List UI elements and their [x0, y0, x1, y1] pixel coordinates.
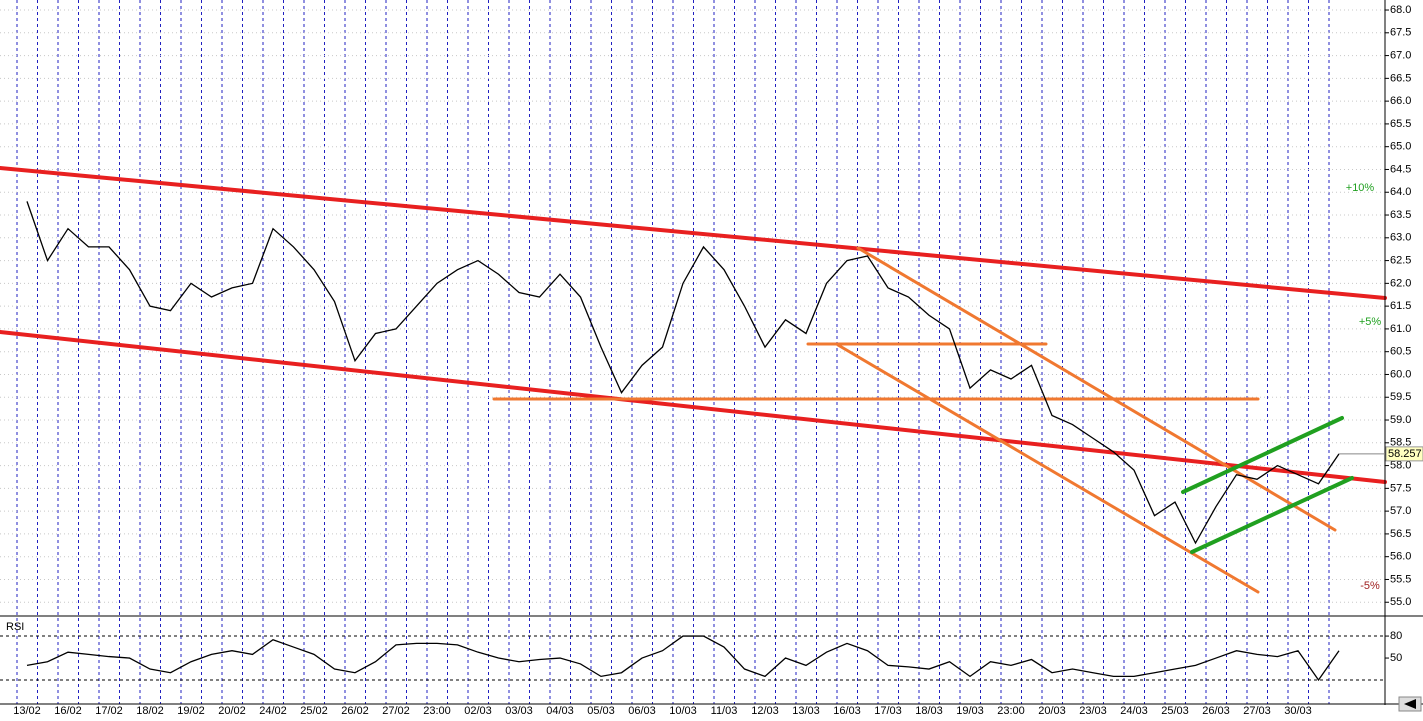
y-tick-label: 55.0: [1390, 596, 1411, 608]
y-tick-label: 56.5: [1390, 528, 1411, 540]
x-tick-label: 25/03: [1161, 705, 1189, 717]
trendline: [1181, 416, 1344, 494]
y-tick-label: 60.0: [1390, 368, 1411, 380]
scroll-arrow: [1404, 699, 1416, 709]
last-value-label: 58.257: [1388, 448, 1422, 460]
x-tick-label: 26/02: [341, 705, 369, 717]
x-tick-label: 11/03: [711, 705, 738, 717]
y-tick-label: 63.0: [1390, 232, 1411, 244]
price-line: [26, 201, 1340, 545]
y-tick-label: 58.5: [1390, 437, 1411, 449]
y-tick-label: 66.0: [1390, 95, 1411, 107]
x-tick-label: 17/03: [874, 705, 902, 717]
y-tick-label: 59.5: [1390, 391, 1411, 403]
y-tick-label: 62.5: [1390, 254, 1411, 266]
y-tick-label: 64.5: [1390, 163, 1411, 175]
y-tick-label: 57.5: [1390, 482, 1411, 494]
x-tick-label: 02/03: [464, 705, 492, 717]
y-tick-label: 57.0: [1390, 505, 1411, 517]
x-tick-label: 10/03: [669, 705, 697, 717]
annotation: -5%: [1360, 580, 1380, 592]
x-tick-label: 23:00: [997, 705, 1025, 717]
trendline: [1190, 476, 1354, 554]
x-tick-label: 27/03: [1243, 705, 1271, 717]
x-tick-label: 18/02: [136, 705, 164, 717]
y-tick-label: 65.5: [1390, 118, 1411, 130]
trendline: [0, 166, 1387, 300]
y-tick-label: 61.5: [1390, 300, 1411, 312]
y-tick-label: 56.0: [1390, 551, 1411, 563]
x-tick-label: 20/03: [1038, 705, 1066, 717]
annotation: +5%: [1359, 316, 1382, 328]
trendline: [836, 343, 1260, 594]
trendline: [856, 246, 1337, 532]
y-tick-label: 63.5: [1390, 209, 1411, 221]
annotation: +10%: [1346, 182, 1375, 194]
x-tick-label: 06/03: [628, 705, 656, 717]
x-tick-label: 12/03: [751, 705, 779, 717]
y-tick-label: 50: [1390, 652, 1402, 664]
y-tick-label: 59.0: [1390, 414, 1411, 426]
price-line: [26, 635, 1340, 682]
x-tick-label: 16/03: [833, 705, 861, 717]
x-tick-label: 23:00: [423, 705, 451, 717]
grid: [0, 0, 1385, 704]
x-tick-label: 13/02: [13, 705, 41, 717]
y-tick-label: 67.0: [1390, 49, 1411, 61]
x-tick-label: 19/02: [177, 705, 205, 717]
y-tick-label: 55.5: [1390, 573, 1411, 585]
y-tick-label: 58.0: [1390, 459, 1411, 471]
x-tick-label: 23/03: [1079, 705, 1107, 717]
x-tick-label: 25/02: [300, 705, 328, 717]
y-tick-label: 61.0: [1390, 323, 1411, 335]
x-tick-label: 20/02: [218, 705, 246, 717]
y-tick-label: 64.0: [1390, 186, 1411, 198]
x-tick-label: 13/03: [792, 705, 820, 717]
x-tick-label: 24/03: [1120, 705, 1148, 717]
x-tick-label: 03/03: [505, 705, 533, 717]
x-tick-label: 19/03: [956, 705, 984, 717]
y-tick-label: 60.5: [1390, 346, 1411, 358]
panel-title: RSI: [6, 621, 24, 633]
x-tick-label: 05/03: [587, 705, 615, 717]
y-tick-label: 68.0: [1390, 4, 1411, 16]
y-tick-label: 65.0: [1390, 141, 1411, 153]
y-tick-label: 66.5: [1390, 72, 1411, 84]
x-tick-label: 04/03: [546, 705, 574, 717]
x-tick-label: 16/02: [54, 705, 82, 717]
last-value-box: [1385, 446, 1423, 462]
x-tick-label: 17/02: [95, 705, 123, 717]
x-tick-label: 18/03: [915, 705, 943, 717]
trendline: [0, 330, 1387, 484]
y-tick-label: 67.5: [1390, 27, 1411, 39]
x-tick-label: 27/02: [382, 705, 410, 717]
x-tick-label: 26/03: [1202, 705, 1230, 717]
y-tick-label: 80: [1390, 630, 1402, 642]
x-tick-label: 30/03: [1284, 705, 1312, 717]
y-tick-label: 62.0: [1390, 277, 1411, 289]
x-tick-label: 24/02: [259, 705, 287, 717]
trendlines: [0, 166, 1387, 594]
